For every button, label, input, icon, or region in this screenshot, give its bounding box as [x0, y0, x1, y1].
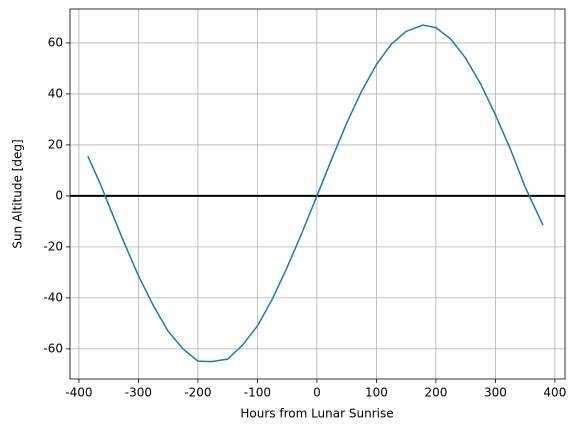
y-tick-label: 0 [55, 188, 63, 202]
line-series [87, 24, 544, 363]
x-tick-label: 300 [484, 386, 507, 400]
y-tick-label: 60 [48, 35, 63, 49]
y-tick-label: -40 [43, 290, 63, 304]
x-tick-label: 100 [365, 386, 388, 400]
x-tick-label: 400 [543, 386, 566, 400]
y-tick-label: 40 [48, 86, 63, 100]
x-tick-label: -200 [184, 386, 211, 400]
y-axis-label: Sun Altitude [deg] [11, 139, 25, 248]
x-tick-label: -100 [244, 386, 271, 400]
x-tick-label: -300 [125, 386, 152, 400]
x-axis-label: Hours from Lunar Sunrise [240, 407, 393, 421]
x-tick-label: 0 [313, 386, 321, 400]
x-tick-label: 200 [424, 386, 447, 400]
y-tick-label: -60 [43, 341, 63, 355]
plot-frame [69, 8, 566, 380]
y-tick-label: 20 [48, 137, 63, 151]
x-tick-label: -400 [65, 386, 92, 400]
y-tick-label: -20 [43, 239, 63, 253]
